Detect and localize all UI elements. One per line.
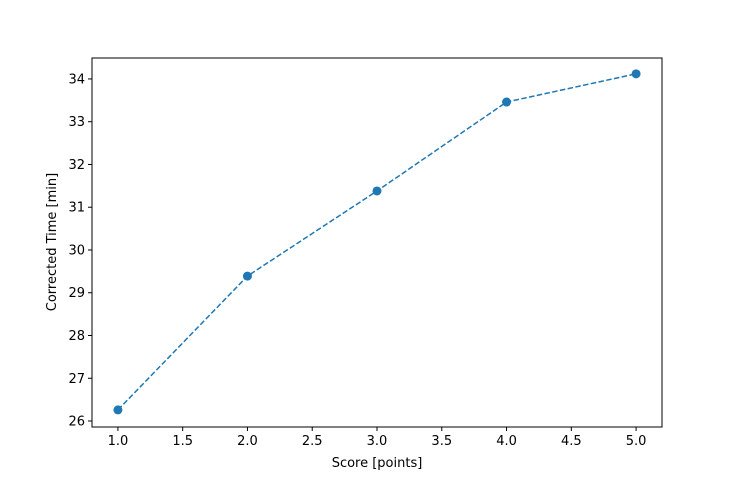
x-tick-label: 2.0 [237,434,258,449]
x-tick-label: 5.0 [626,434,647,449]
y-axis-label: Corrected Time [min] [45,173,60,311]
y-tick-label: 28 [68,329,85,344]
x-tick-label: 1.0 [108,434,129,449]
x-tick-label: 3.5 [431,434,452,449]
data-point [113,405,123,415]
y-axis-ticks: 26 27 28 29 30 31 32 33 34 [68,72,92,430]
x-axis-label: Score [points] [332,456,423,471]
y-tick-label: 30 [68,243,85,258]
y-tick-label: 31 [68,201,85,216]
y-tick-label: 34 [68,72,85,87]
series-markers [113,69,641,415]
y-tick-label: 27 [68,372,85,387]
data-point [631,69,641,79]
x-tick-label: 2.5 [302,434,323,449]
data-point [242,271,252,281]
y-tick-label: 32 [68,158,85,173]
y-tick-label: 29 [68,286,85,301]
data-point [372,186,382,196]
plot-area [91,57,663,428]
x-tick-label: 4.0 [496,434,517,449]
x-tick-label: 1.5 [172,434,193,449]
x-tick-label: 4.5 [561,434,582,449]
x-axis-ticks: 1.0 1.5 2.0 2.5 3.0 3.5 4.0 4.5 5.0 [108,427,647,449]
y-tick-label: 26 [68,415,85,430]
data-point [502,97,512,107]
x-tick-label: 3.0 [367,434,388,449]
y-tick-label: 33 [68,115,85,130]
